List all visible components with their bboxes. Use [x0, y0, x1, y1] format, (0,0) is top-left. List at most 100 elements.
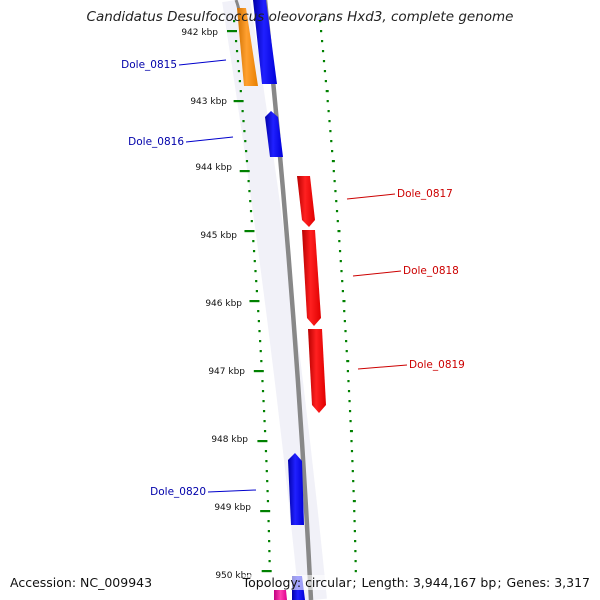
scale-dot — [257, 310, 260, 313]
genome-title: Candidatus Desulfococcus oleovorans Hxd3… — [86, 9, 514, 25]
scale-dot — [352, 480, 355, 483]
gene-dole-0820-feature[interactable] — [288, 453, 304, 525]
scale-dot — [266, 500, 270, 503]
scale-dot — [319, 30, 323, 33]
scale-dot — [268, 560, 271, 563]
scale-dot — [239, 90, 242, 93]
scale-dot — [248, 190, 251, 193]
topology-text: Topology: circular — [242, 575, 352, 590]
scale-dot — [343, 310, 346, 313]
scale-major-tick — [337, 230, 341, 233]
scale-dot — [350, 440, 353, 443]
cds-arrow[interactable] — [288, 453, 304, 525]
scale-dot — [335, 200, 338, 203]
cds-arrow[interactable] — [308, 329, 326, 413]
scale-dot — [326, 100, 329, 103]
scale-dot — [351, 470, 354, 473]
scale-dot — [334, 190, 337, 193]
scale-dot — [255, 290, 258, 293]
gene-dole-0817-feature[interactable] — [297, 176, 315, 227]
scale-dot — [354, 560, 357, 563]
scale-dot — [267, 530, 270, 533]
gene-label-dole-0819[interactable]: Dole_0819 — [409, 359, 465, 371]
scale-dot — [243, 130, 246, 133]
scale-dot — [267, 520, 270, 523]
cds-arrow[interactable] — [297, 176, 315, 227]
gene-label-dole-0817[interactable]: Dole_0817 — [397, 188, 453, 200]
scale-dot — [247, 180, 250, 183]
gene-dole-0815-feature[interactable] — [237, 0, 277, 86]
genes-count-text: Genes: 3,317 — [506, 575, 590, 590]
label-leader-dole-0820 — [207, 489, 257, 493]
scale-tick-945: 945 kbp — [200, 231, 237, 241]
scale-dot — [237, 70, 241, 73]
scale-dot — [328, 120, 331, 123]
scale-dot — [339, 260, 342, 263]
gene-label-dole-0818[interactable]: Dole_0818 — [403, 265, 459, 277]
cds-arrow-bottom-pink[interactable] — [274, 590, 287, 600]
scale-dot — [238, 80, 241, 83]
gene-dole-0816-feature[interactable] — [265, 111, 283, 157]
gene-label-dole-0816[interactable]: Dole_0816 — [128, 136, 184, 148]
scale-dot — [259, 350, 262, 353]
cds-arrow[interactable] — [253, 0, 277, 84]
gene-label-dole-0815[interactable]: Dole_0815 — [121, 59, 177, 71]
scale-dot — [352, 490, 355, 493]
scale-dot — [233, 20, 236, 23]
scale-tick-948: 948 kbp — [211, 435, 248, 445]
scale-dot — [353, 510, 356, 513]
rna-feature[interactable] — [237, 8, 258, 86]
scale-dot — [245, 160, 249, 163]
scale-dot — [347, 390, 351, 393]
length-text: Length: 3,944,167 bp — [361, 575, 497, 590]
scale-major-tick — [253, 370, 264, 373]
cds-arrow[interactable] — [265, 111, 283, 157]
scale-dot — [348, 410, 352, 413]
scale-dot — [265, 460, 268, 463]
cds-arrow[interactable] — [302, 230, 321, 326]
gene-dole-0819-feature[interactable] — [308, 329, 326, 413]
scale-dot — [257, 320, 260, 323]
gene-dole-0818-feature[interactable] — [302, 230, 321, 326]
scale-dot — [268, 550, 271, 553]
scale-tick-947: 947 kbp — [208, 367, 245, 377]
scale-dot — [335, 210, 339, 213]
scale-dot — [254, 270, 257, 273]
scale-dot — [332, 170, 335, 173]
scale-dot — [340, 270, 343, 273]
scale-dot — [252, 250, 256, 253]
scale-dot — [354, 540, 357, 543]
scale-dot — [261, 390, 265, 393]
scale-dot — [258, 330, 261, 333]
scale-dot — [266, 480, 269, 483]
gene-label-dole-0820[interactable]: Dole_0820 — [150, 486, 206, 498]
scale-dot — [236, 60, 240, 63]
scale-dot — [245, 150, 248, 153]
label-leader-dole-0817 — [346, 193, 396, 200]
scale-major-tick — [352, 500, 356, 503]
scale-major-tick — [257, 440, 268, 443]
scale-dot — [261, 380, 264, 383]
scale-dot — [259, 340, 262, 343]
scale-major-tick — [239, 170, 250, 173]
scale-dot — [244, 140, 247, 143]
scale-dot — [351, 460, 354, 463]
scale-dot — [348, 400, 351, 403]
scale-major-tick — [346, 360, 350, 363]
label-leader-dole-0815 — [178, 59, 227, 66]
label-leader-dole-0818 — [352, 270, 402, 277]
scale-major-tick — [249, 300, 260, 303]
scale-dot — [321, 50, 325, 53]
scale-dot — [329, 130, 332, 133]
scale-dot — [250, 220, 253, 223]
scale-dot — [263, 430, 267, 433]
scale-tick-943: 943 kbp — [190, 97, 227, 107]
scale-major-tick — [261, 570, 272, 573]
scale-tick-944: 944 kbp — [195, 163, 232, 173]
scale-dot — [349, 420, 352, 423]
scale-dot — [262, 400, 265, 403]
scale-dot — [341, 290, 344, 293]
separator: ; — [352, 575, 357, 590]
scale-dot — [263, 420, 266, 423]
scale-dot — [264, 450, 268, 453]
